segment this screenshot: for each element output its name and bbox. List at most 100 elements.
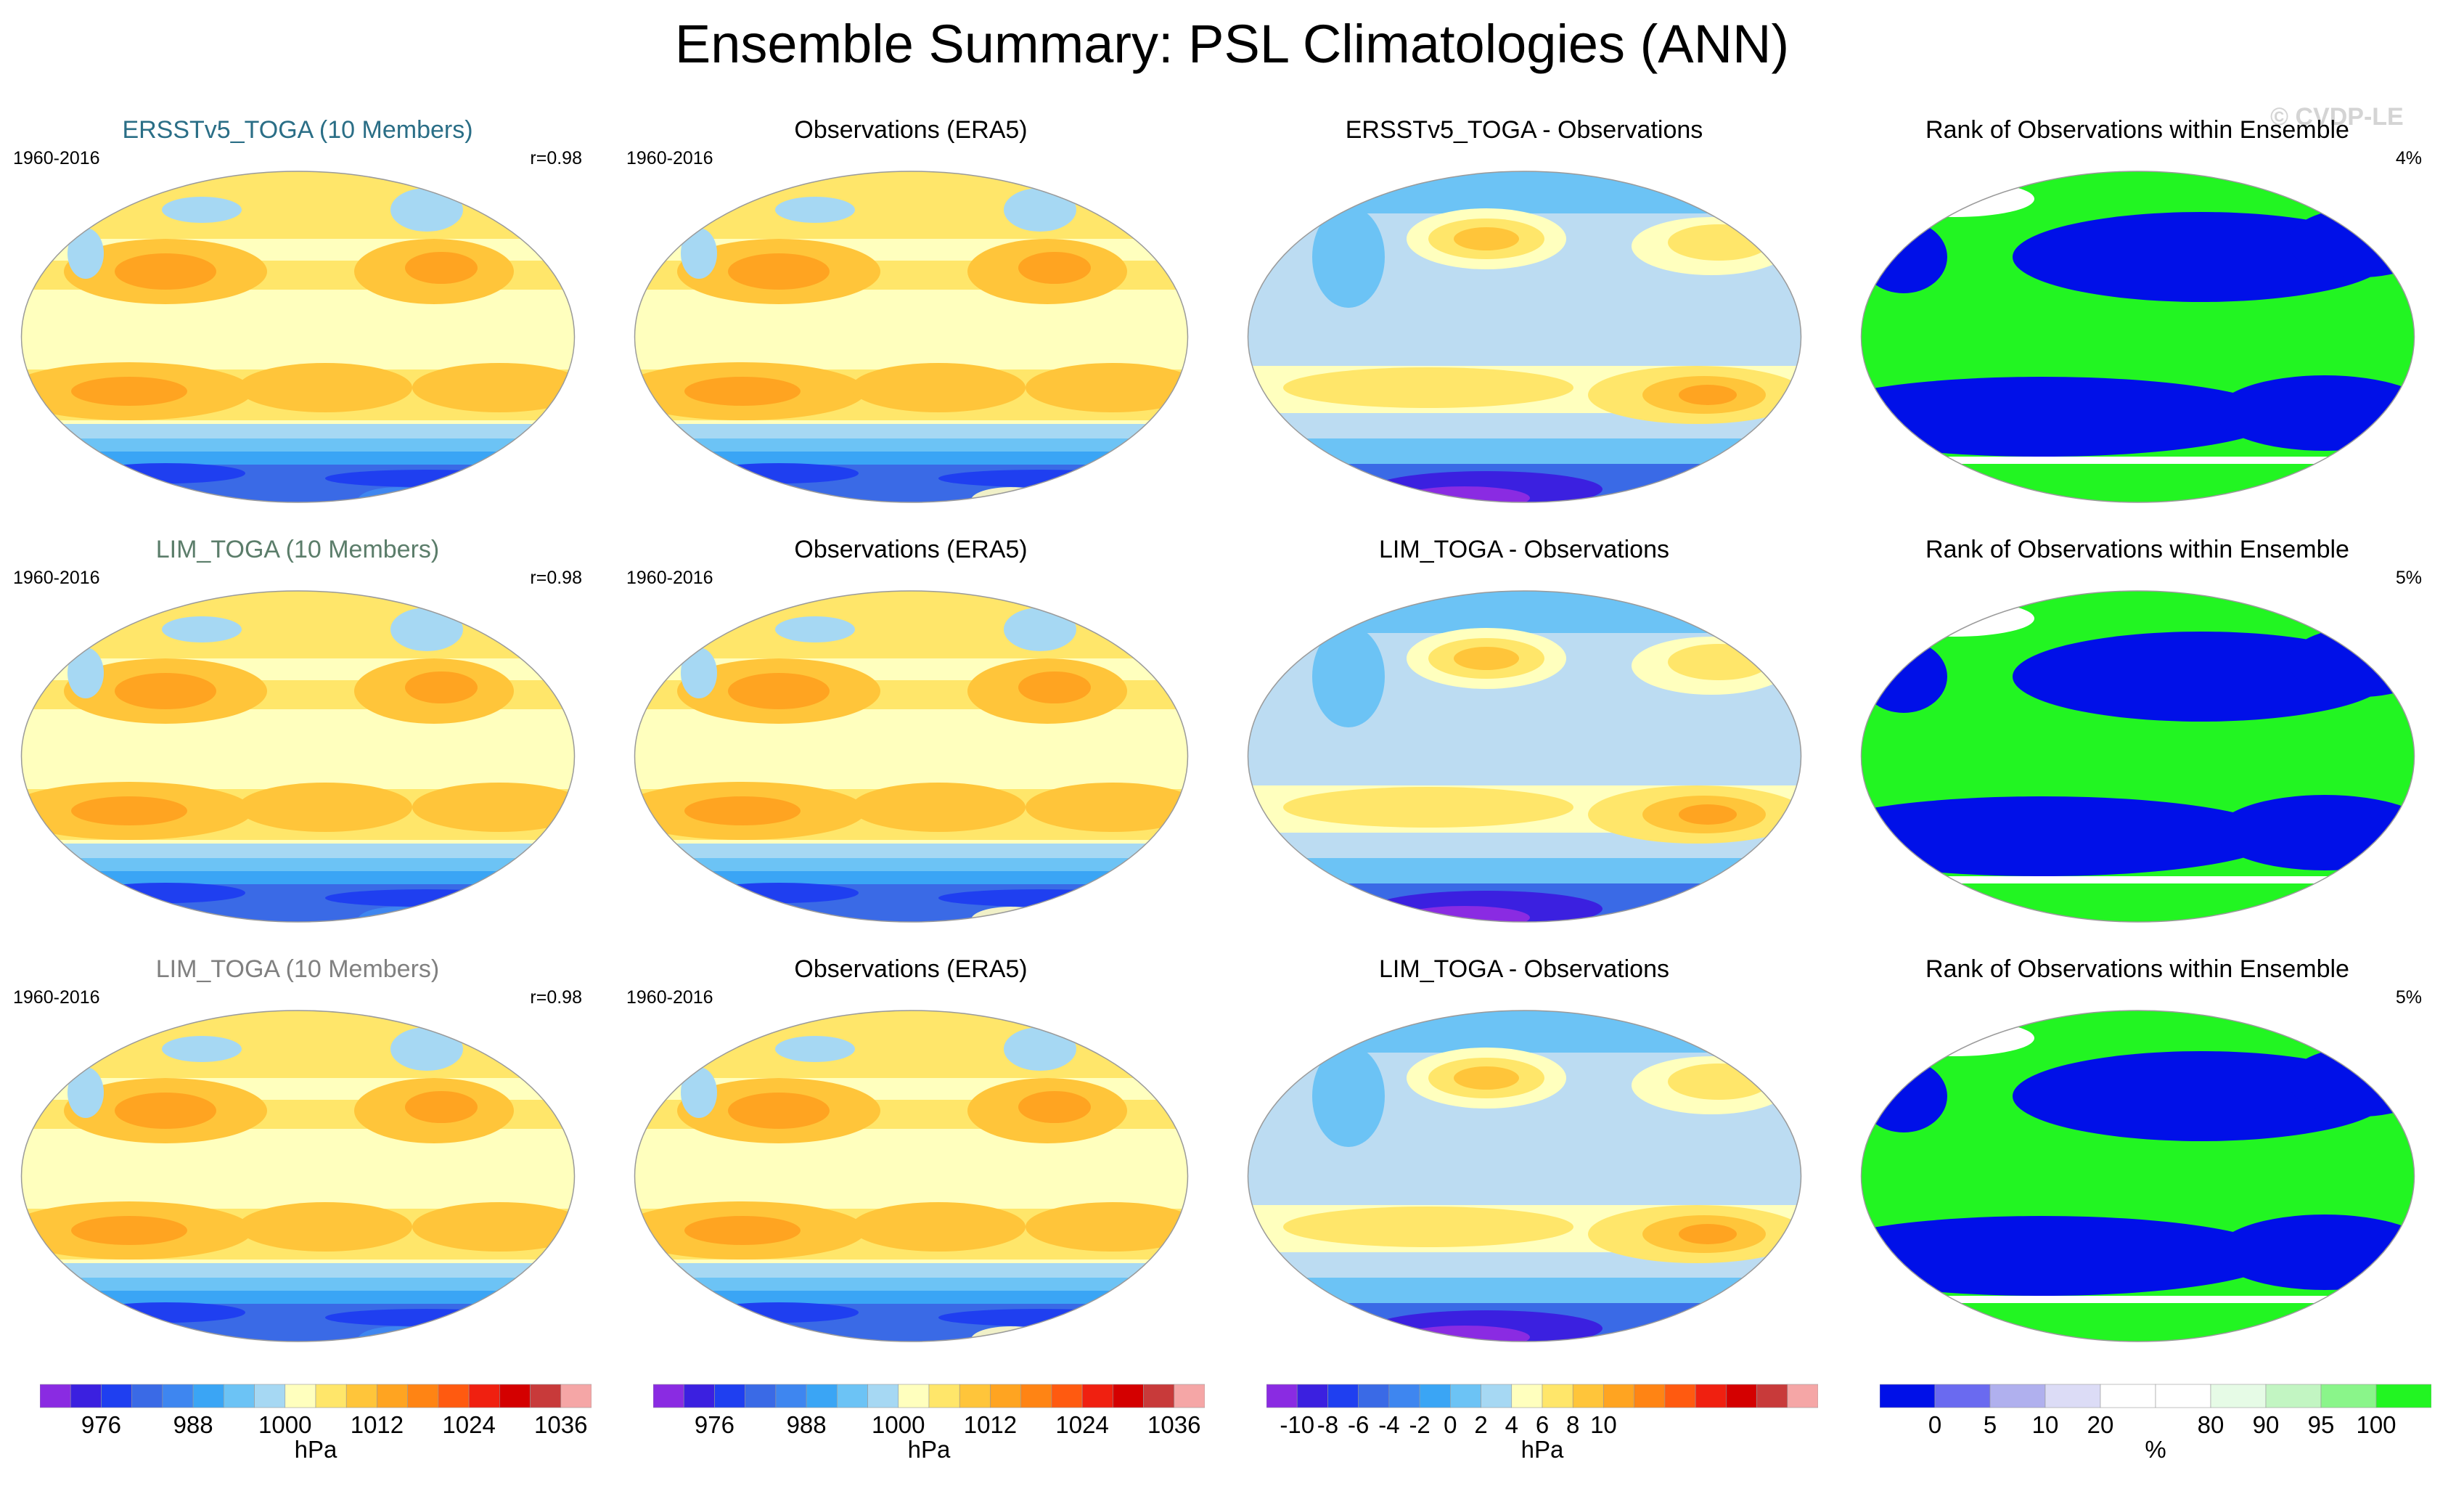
- psl-southern-gradient: [634, 844, 1188, 858]
- psl-azores-high-core: [1018, 252, 1091, 284]
- map-border: [20, 1010, 576, 1342]
- colorbar-box: [70, 1384, 102, 1408]
- psl-tibetan-low: [681, 228, 717, 279]
- rank-stat-label: 5%: [2395, 568, 2422, 588]
- panel-title: LIM_TOGA - Observations: [1379, 536, 1669, 563]
- panel-title: LIM_TOGA - Observations: [1379, 955, 1669, 983]
- map-border: [20, 590, 576, 923]
- rank-white-patch: [1875, 181, 2034, 217]
- colorbar-tick-label: 20: [2087, 1411, 2114, 1438]
- diff-arctic: [1248, 171, 1801, 213]
- panel-title: Observations (ERA5): [794, 116, 1028, 144]
- colorbar-tick-label: -4: [1378, 1411, 1400, 1438]
- colorbar-box: [683, 1384, 715, 1408]
- psl-north-band: [21, 171, 575, 239]
- correlation-label: r=0.98: [530, 987, 582, 1008]
- diff-north-pacific-positive: [1454, 647, 1519, 670]
- colorbar-box: [407, 1384, 439, 1408]
- colorbar-box: [1603, 1384, 1634, 1408]
- panel-ensemble-row3: LIM_TOGA (10 Members) 1960-2016 r=0.98: [0, 941, 595, 1347]
- psl-indian-ocean-high: [1026, 783, 1188, 832]
- colorbar-box: [1664, 1384, 1696, 1408]
- diff-south-pacific-positive: [1283, 787, 1573, 828]
- psl-southern-gradient: [21, 424, 575, 438]
- psl-south-pacific-high-core: [684, 377, 801, 406]
- colorbar-tick-label: 0: [1928, 1411, 1942, 1438]
- colorbar-tick-label: 80: [2197, 1411, 2224, 1438]
- psl-trough-core: [938, 889, 1142, 907]
- panel-observations-row1: Observations (ERA5) 1960-2016: [613, 102, 1208, 508]
- panel-title: Rank of Observations within Ensemble: [1925, 955, 2349, 983]
- colorbar-tick-label: 10: [1590, 1411, 1617, 1438]
- diff-asia-negative: [1312, 1045, 1385, 1147]
- psl-icelandic-low: [390, 1027, 463, 1071]
- difference-map: [1247, 590, 1802, 923]
- colorbar-box: [345, 1384, 377, 1408]
- psl-trough-core: [938, 470, 1142, 487]
- rank-south-pacific-blue: [1861, 377, 2281, 457]
- colorbar-tick-label: 1000: [872, 1411, 925, 1438]
- psl-south-atlantic-high: [851, 363, 1026, 412]
- colorbar-box: [377, 1384, 408, 1408]
- panel-title: LIM_TOGA (10 Members): [155, 955, 440, 983]
- colorbar-box: [192, 1384, 224, 1408]
- colorbar-box: [1174, 1384, 1205, 1408]
- panel-title: Rank of Observations within Ensemble: [1925, 116, 2349, 144]
- psl-azores-high-core: [405, 252, 478, 284]
- colorbar-box: [745, 1384, 777, 1408]
- colorbar-tick-label: 95: [2307, 1411, 2335, 1438]
- map-border: [634, 590, 1189, 923]
- panel-title: LIM_TOGA (10 Members): [155, 536, 440, 563]
- colorbar-box: [1450, 1384, 1481, 1408]
- colorbar-box: [867, 1384, 899, 1408]
- colorbar-box: [959, 1384, 991, 1408]
- psl-indian-ocean-high: [412, 783, 575, 832]
- psl-south-pacific-high-core: [684, 796, 801, 825]
- diff-asia-negative: [1312, 626, 1385, 727]
- psl-indian-ocean-high: [412, 1202, 575, 1252]
- colorbar-box: [1934, 1384, 1991, 1408]
- psl-icelandic-low: [1004, 1027, 1076, 1071]
- panel-ensemble-row1: ERSSTv5_TOGA (10 Members) 1960-2016 r=0.…: [0, 102, 595, 508]
- period-label: 1960-2016: [13, 148, 100, 168]
- colorbar-box: [1081, 1384, 1113, 1408]
- colorbar-box: [1542, 1384, 1573, 1408]
- colorbar-boxes: [1266, 1384, 1818, 1408]
- colorbar-tick-labels: -10 -8 -6 -4 -2 0 2 4 6 8 10: [1266, 1408, 1818, 1440]
- colorbar-box: [1051, 1384, 1083, 1408]
- colorbar-tick-label: 8: [1566, 1411, 1580, 1438]
- difference-map: [1247, 1010, 1802, 1342]
- psl-southern-gradient: [634, 858, 1188, 871]
- colorbar-tick-label: 1036: [1147, 1411, 1201, 1438]
- colorbar-tick-label: 976: [694, 1411, 734, 1438]
- map-border: [1247, 590, 1802, 923]
- psl-map: [634, 171, 1189, 503]
- rank-white-patch: [1875, 600, 2034, 637]
- psl-north-pacific-high-core: [728, 1093, 830, 1129]
- colorbar-tick-labels: 976 988 1000 1012 1024 1036: [653, 1408, 1205, 1440]
- colorbar-box: [1695, 1384, 1727, 1408]
- rank-stat-label: 5%: [2395, 987, 2422, 1008]
- psl-azores-high-core: [1018, 1091, 1091, 1123]
- colorbar-tick-label: -8: [1317, 1411, 1339, 1438]
- colorbar-tick-label: -2: [1409, 1411, 1430, 1438]
- colorbar-box: [1113, 1384, 1144, 1408]
- correlation-label: r=0.98: [530, 568, 582, 588]
- psl-trough-core: [86, 883, 245, 903]
- map-border: [634, 1010, 1189, 1342]
- psl-circumpolar-trough: [21, 884, 575, 922]
- diff-arctic: [1248, 1011, 1801, 1053]
- panel-title: ERSSTv5_TOGA - Observations: [1345, 116, 1703, 144]
- psl-southern-gradient: [634, 1278, 1188, 1291]
- colorbar-box: [1787, 1384, 1818, 1408]
- psl-indian-ocean-high: [1026, 363, 1188, 412]
- psl-trough-core: [325, 470, 528, 487]
- panel-title: ERSSTv5_TOGA (10 Members): [122, 116, 473, 144]
- panel-title: Observations (ERA5): [794, 536, 1028, 563]
- colorbar-box: [898, 1384, 930, 1408]
- psl-southern-gradient: [634, 1263, 1188, 1278]
- psl-icelandic-low: [390, 188, 463, 232]
- colorbar-box: [775, 1384, 807, 1408]
- psl-aleutian-low: [162, 616, 242, 642]
- watermark: © CVDP-LE: [2270, 103, 2404, 131]
